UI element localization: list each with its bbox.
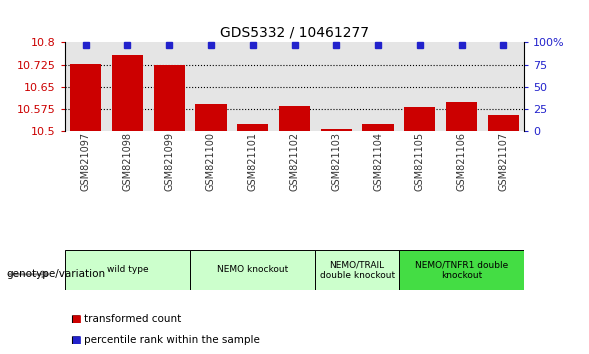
Text: wild type: wild type (107, 266, 148, 274)
Bar (446, 102, 477, 131)
Bar (404, 107, 435, 131)
Bar (65, 42, 107, 131)
Bar (70, 64, 101, 131)
Bar (482, 42, 524, 131)
Bar (190, 250, 315, 290)
Text: NEMO/TRAIL
double knockout: NEMO/TRAIL double knockout (320, 260, 395, 280)
Text: ■ transformed count: ■ transformed count (71, 314, 181, 324)
Bar (315, 250, 399, 290)
Bar (315, 42, 357, 131)
Bar (357, 42, 399, 131)
Bar (362, 124, 393, 131)
Bar (190, 42, 232, 131)
Bar (274, 42, 315, 131)
Text: NEMO/TNFR1 double
knockout: NEMO/TNFR1 double knockout (415, 260, 508, 280)
Text: genotype/variation: genotype/variation (6, 269, 105, 279)
Bar (232, 42, 274, 131)
Bar (196, 103, 227, 131)
Bar (112, 55, 143, 131)
Bar (65, 250, 190, 290)
Text: ■ percentile rank within the sample: ■ percentile rank within the sample (71, 335, 260, 345)
Bar (279, 107, 310, 131)
Bar (107, 42, 148, 131)
Bar (237, 124, 269, 131)
Bar (320, 129, 352, 131)
Text: ■: ■ (71, 335, 81, 345)
Bar (399, 250, 524, 290)
Bar (488, 115, 519, 131)
Bar (399, 42, 441, 131)
Bar (441, 42, 482, 131)
Text: NEMO knockout: NEMO knockout (217, 266, 289, 274)
Bar (148, 42, 190, 131)
Bar (154, 64, 185, 131)
Text: ■: ■ (71, 314, 81, 324)
Title: GDS5332 / 10461277: GDS5332 / 10461277 (220, 26, 369, 40)
